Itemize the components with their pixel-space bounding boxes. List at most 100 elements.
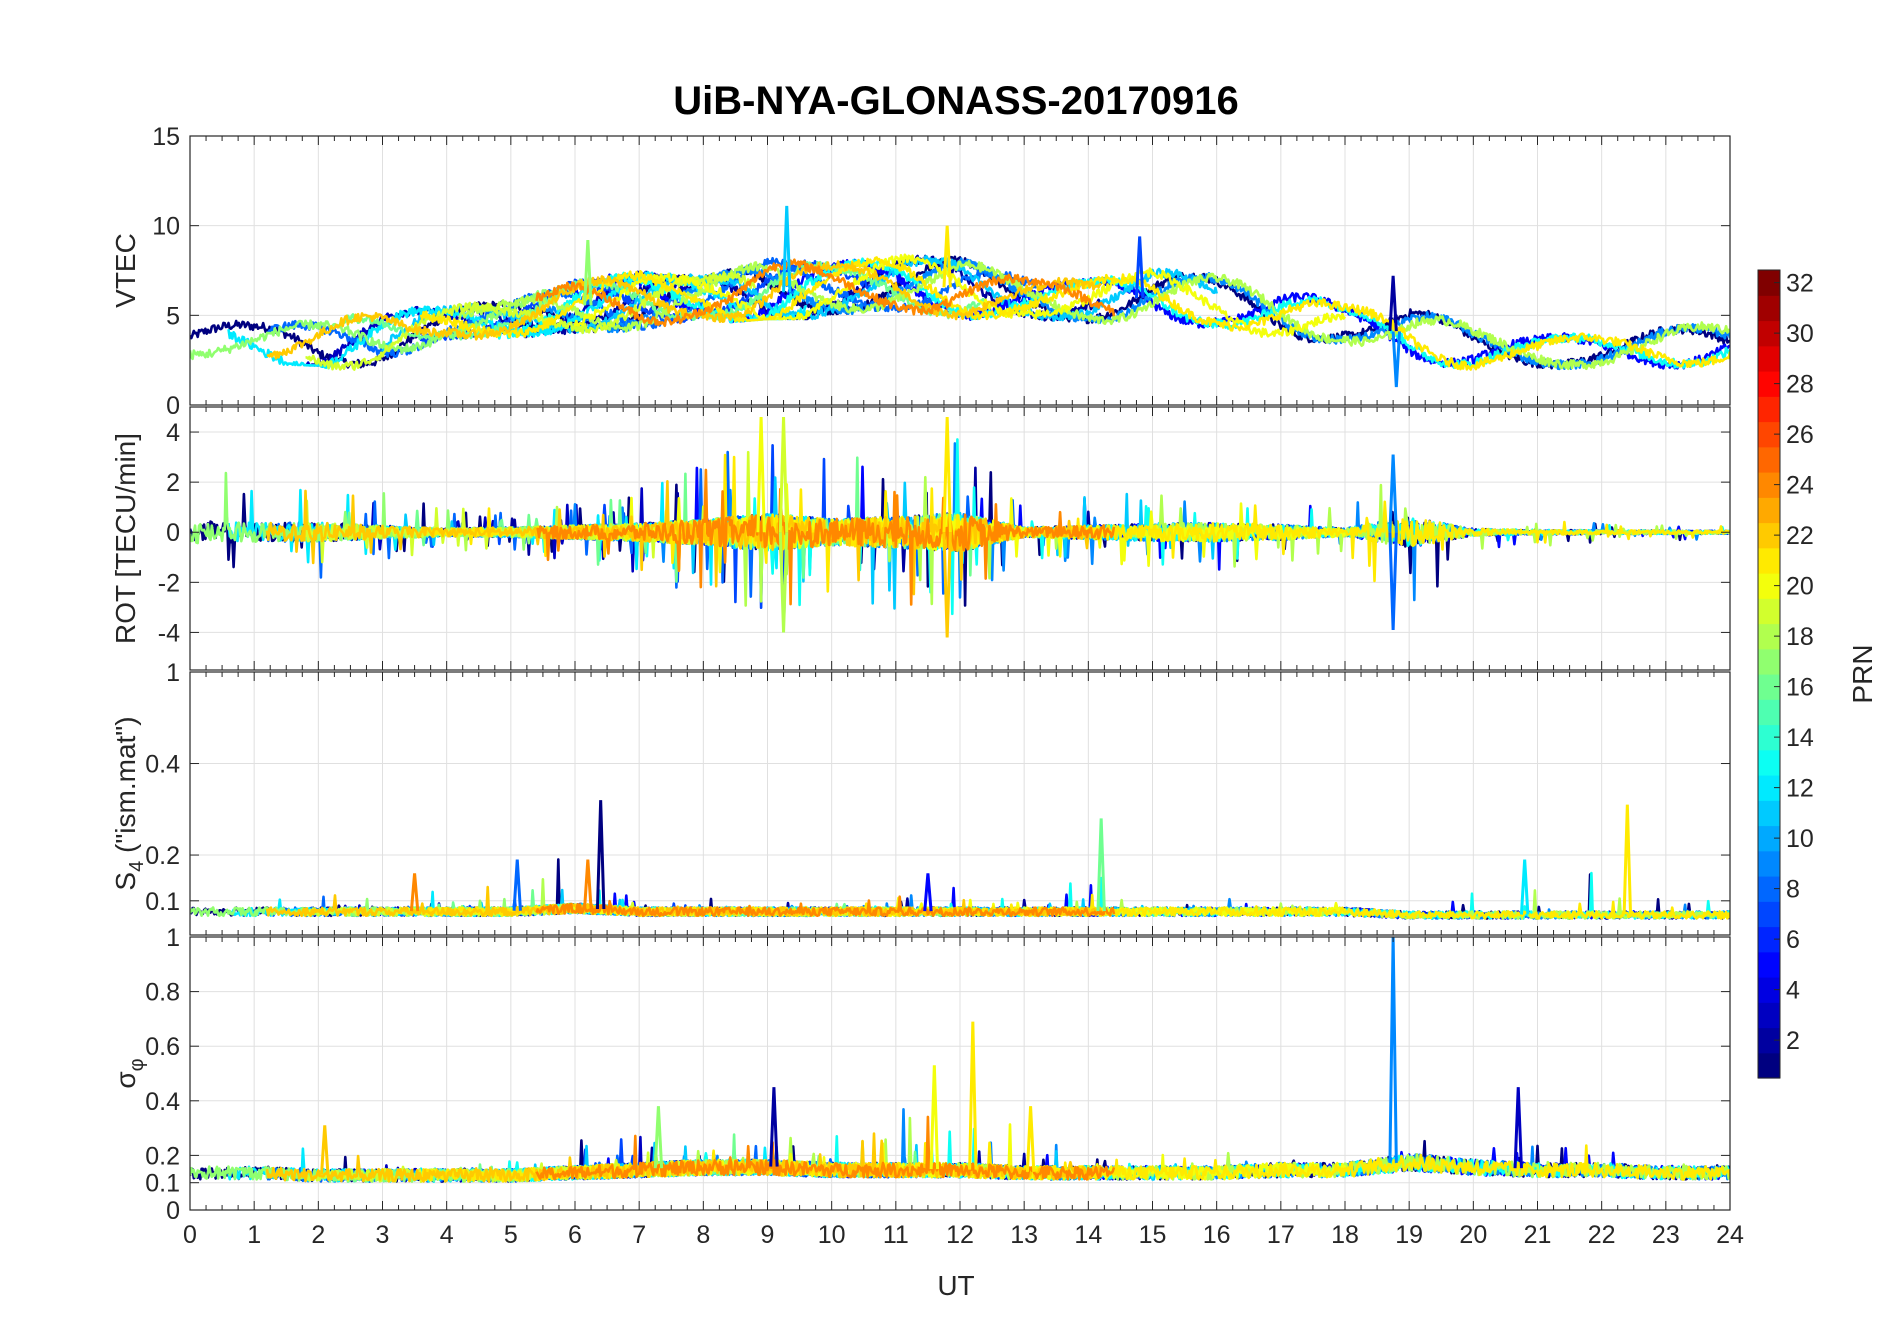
colorbar-swatch: [1758, 396, 1780, 423]
spike-prn-24: [409, 873, 420, 912]
colorbar-tick-label: 18: [1786, 623, 1814, 651]
x-tick-label: 1: [247, 1221, 261, 1249]
spike-prn-9: [1391, 331, 1402, 388]
x-tick-label: 23: [1652, 1221, 1680, 1249]
chart-title: UiB-NYA-GLONASS-20170916: [673, 79, 1238, 123]
colorbar-swatch: [1758, 573, 1780, 599]
colorbar-swatch: [1758, 371, 1780, 397]
x-tick-label: 9: [761, 1221, 775, 1249]
colorbar-tick-label: 14: [1786, 724, 1814, 752]
series-group: [190, 205, 1730, 388]
x-tick-label: 8: [696, 1221, 710, 1249]
panel-3: 0.1 0.2 0.4 1 S4 ("ism.mat"): [110, 659, 1731, 936]
colorbar-swatch: [1758, 1052, 1780, 1079]
y-axis-label: σφ: [110, 1058, 148, 1088]
y-tick-label: 0.2: [145, 1142, 180, 1170]
y-tick-label: 0.8: [145, 979, 180, 1007]
colorbar-swatch: [1758, 472, 1780, 498]
colorbar-swatch: [1758, 825, 1780, 852]
spike-prn-7: [1134, 236, 1145, 299]
spike-prn-1: [595, 800, 606, 910]
colorbar-swatch: [1758, 800, 1780, 827]
colorbar-swatch: [1758, 926, 1780, 953]
colorbar-tick-label: 12: [1786, 775, 1814, 803]
x-tick-label: 13: [1010, 1221, 1038, 1249]
colorbar-swatch: [1758, 901, 1780, 928]
x-tick-label: 0: [183, 1221, 197, 1249]
x-tick-label: 14: [1074, 1221, 1102, 1249]
y-axis-label: S4 ("ism.mat"): [110, 716, 148, 890]
x-tick-label: 10: [818, 1221, 846, 1249]
spike-prn-8: [1388, 532, 1398, 630]
series-line-prn-8: [266, 256, 1039, 358]
y-tick-label: 0.6: [145, 1033, 180, 1061]
series-line-prn-21: [419, 256, 1730, 371]
spike-prn-21: [968, 1021, 978, 1170]
y-tick-label: 0.1: [145, 1170, 180, 1198]
colorbar-tick-label: 30: [1786, 320, 1814, 348]
x-tick-label: 4: [440, 1221, 454, 1249]
series-line-prn-24: [536, 468, 1116, 606]
y-tick-label: 1: [166, 924, 180, 952]
colorbar-swatch: [1758, 648, 1780, 675]
spike-prn-8: [512, 859, 522, 911]
x-tick-label: 24: [1716, 1221, 1744, 1249]
spike-prn-9: [1388, 454, 1398, 533]
spike-prn-24: [583, 859, 593, 909]
x-tick-label: 15: [1139, 1221, 1167, 1249]
y-tick-label: 0.1: [145, 888, 180, 916]
spike-prn-9: [1388, 937, 1398, 1163]
series-group: [190, 800, 1730, 920]
series-line-prn-7: [419, 259, 872, 344]
panel-2: -4 -2 0 2 4 ROT [TECU/min]: [110, 406, 1731, 671]
x-tick-label: 16: [1203, 1221, 1231, 1249]
series-line-prn-24: [535, 1115, 1116, 1181]
x-tick-label: 11: [883, 1221, 909, 1249]
colorbar-swatch: [1758, 320, 1780, 347]
colorbar-tick-label: 2: [1786, 1027, 1800, 1055]
y-tick-label: -4: [158, 619, 180, 647]
y-tick-label: 0: [166, 392, 180, 420]
spike-prn-20: [756, 416, 766, 533]
x-tick-label: 19: [1395, 1221, 1423, 1249]
spike-prn-2: [1388, 275, 1398, 332]
colorbar-tick-label: 4: [1786, 977, 1800, 1005]
colorbar-tick-label: 10: [1786, 825, 1814, 853]
spike-prn-19: [778, 416, 789, 533]
spike-prn-21: [942, 416, 952, 533]
spike-prn-22: [320, 1125, 330, 1175]
y-tick-label: 0.4: [145, 1088, 180, 1116]
colorbar-swatch: [1758, 1002, 1780, 1029]
colorbar-swatch: [1758, 876, 1780, 902]
colorbar-swatch: [1758, 977, 1780, 1003]
x-tick-label: 21: [1524, 1221, 1552, 1249]
colorbar-swatch: [1758, 951, 1780, 978]
x-tick-label: 12: [946, 1221, 974, 1249]
spike-prn-5: [923, 873, 933, 912]
x-tick-label: 5: [504, 1221, 518, 1249]
series-line-prn-22: [266, 260, 1103, 360]
y-tick-label: 0: [166, 1197, 180, 1225]
colorbar-swatch: [1758, 547, 1780, 574]
colorbar-tick-label: 8: [1786, 876, 1800, 904]
colorbar-frame: [1757, 269, 1781, 1079]
y-tick-label: 1: [166, 659, 180, 687]
colorbar-swatch: [1758, 724, 1780, 751]
x-tick-label: 17: [1267, 1221, 1295, 1249]
colorbar-label: PRN: [1847, 644, 1878, 703]
series-group: [190, 937, 1730, 1183]
colorbar-swatch: [1758, 598, 1780, 625]
colorbar-swatch: [1758, 446, 1780, 473]
colorbar-swatch: [1758, 623, 1780, 650]
panel-4: 00.10.2 0.4 0.6 0.8 1 σφ: [110, 924, 1731, 1225]
spike-prn-17: [653, 1106, 664, 1169]
colorbar-tick-label: 24: [1786, 472, 1814, 500]
spike-prn-17: [583, 239, 593, 306]
spike-prn-11: [782, 205, 792, 293]
x-tick-label: 7: [632, 1221, 646, 1249]
x-tick-label: 2: [311, 1221, 325, 1249]
y-axis-label: ROT [TECU/min]: [110, 433, 141, 644]
spike-prn-2: [769, 1087, 779, 1167]
